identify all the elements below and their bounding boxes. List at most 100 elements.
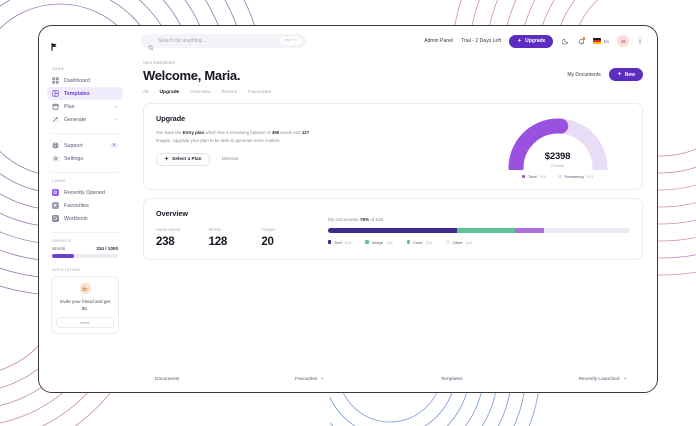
bar-segment-text [328, 227, 457, 233]
legend-value: 915 [344, 239, 352, 245]
tab-all[interactable]: All [143, 90, 149, 95]
tab-favourites[interactable]: Favourites [248, 90, 272, 95]
topbar: Search for anything... cmd + k Admin Pan… [131, 26, 657, 56]
invite-button[interactable]: Invite [56, 317, 114, 329]
upgrade-card-title: Upgrade [156, 114, 186, 123]
footer-bar: Documents Favourites Templates [143, 366, 643, 392]
language-selector[interactable]: En [593, 38, 609, 44]
theme-toggle-moon-icon[interactable] [561, 37, 569, 45]
new-button[interactable]: New [608, 68, 643, 81]
trial-status: Trial - 2 Days Left [461, 38, 502, 44]
stacked-bar [328, 227, 630, 233]
more-vertical-icon[interactable] [637, 37, 643, 45]
legend-swatch [406, 240, 411, 244]
footer-item-documents[interactable]: Documents [155, 377, 179, 382]
stat-images: Images 20 [261, 227, 314, 248]
sidebar-item-templates[interactable]: Templates [47, 87, 123, 100]
brand-logo[interactable] [47, 36, 123, 58]
documents-percent: 78% [359, 216, 370, 222]
legend-swatch [558, 174, 562, 179]
dismiss-button[interactable]: Dismiss [221, 157, 239, 163]
stat-label: Images [261, 227, 276, 232]
sidebar-section-label-links: LINKS [52, 179, 66, 183]
sidebar-section-links: LINKS Recently Opened Favourites [47, 179, 123, 225]
sidebar-item-support[interactable]: Support 3 [47, 139, 123, 152]
breadcrumb: User Dashboard [143, 60, 175, 65]
sidebar-section-label-credits: CREDITS [52, 239, 72, 243]
clock-icon [52, 189, 59, 196]
search-placeholder: Search for anything... [158, 38, 206, 44]
upgrade-card: Upgrade You have the Entry plan which ha… [143, 103, 643, 190]
gift-icon [79, 283, 91, 294]
search-shortcut-badge: cmd + k [280, 37, 301, 45]
upgrade-card-description: You have the Entry plan which has a rema… [156, 129, 324, 144]
legend-item-remaining: Remaining 201 [558, 174, 593, 179]
upgrade-card-left: Upgrade You have the Entry plan which ha… [156, 114, 469, 179]
legend-value: 201 [425, 239, 433, 245]
upgrade-plan-name: Entry plan [182, 130, 205, 135]
my-documents-link[interactable]: My Documents [567, 71, 601, 78]
admin-panel-link[interactable]: Admin Panel [424, 38, 454, 44]
footer-item-favourites[interactable]: Favourites [295, 376, 325, 383]
footer-item-label: Recently Launched [578, 376, 620, 382]
legend-item-text: Text 915 [328, 240, 351, 245]
sidebar-section-credits: CREDITS Words 334 / 1000 [47, 239, 123, 258]
page-header: User Dashboard Welcome, Maria. All Upgra… [131, 56, 657, 95]
select-a-plan-button[interactable]: Select a Plan [156, 153, 210, 167]
sidebar-item-label: Generate [64, 116, 87, 123]
sidebar-link-favourites[interactable]: Favourites [47, 199, 123, 212]
documents-caption-0: My Documents [328, 216, 360, 222]
sidebar-link-label: Recently Opened [64, 189, 105, 196]
sidebar-item-generate[interactable]: Generate [47, 113, 123, 126]
app-window: USER Dashboard [38, 25, 658, 393]
overview-stats: Hours Saved 238 Words 128 Images 20 [156, 227, 314, 248]
notifications-bell-icon[interactable] [577, 37, 586, 45]
upgrade-text-2: which has a remaining balance of [204, 130, 272, 135]
sidebar-item-settings[interactable]: Settings [47, 152, 123, 165]
select-a-plan-label: Select a Plan [172, 157, 202, 163]
avatar[interactable]: JS [617, 35, 629, 47]
legend-item-other: Other 612 [446, 240, 472, 245]
upgrade-button[interactable]: Upgrade [509, 34, 554, 48]
legend-label: Remaining [564, 174, 584, 179]
sparkle-icon [517, 37, 522, 45]
stat-value: 20 [261, 236, 274, 248]
magic-wand-icon [52, 116, 59, 123]
tab-recent[interactable]: Recent [221, 90, 238, 95]
layout-icon [52, 90, 59, 97]
tab-upgrade[interactable]: Upgrade [159, 90, 180, 95]
tab-bar: All Upgrade Overview Recent Favourites [143, 90, 567, 95]
legend-swatch [446, 240, 450, 244]
footer-item-templates[interactable]: Templates [441, 377, 463, 382]
book-icon [52, 215, 59, 222]
gauge-legend: Total 915 Remaining 201 [521, 174, 593, 179]
search-input[interactable]: Search for anything... cmd + k [141, 34, 306, 51]
support-badge: 3 [110, 142, 118, 149]
sidebar-divider-2 [51, 172, 119, 173]
page-header-left: User Dashboard Welcome, Maria. All Upgra… [143, 60, 567, 95]
sidebar: USER Dashboard [39, 26, 131, 392]
tab-overview[interactable]: Overview [190, 90, 211, 95]
documents-caption: My Documents 78% of 100. [328, 217, 630, 222]
legend-label: Image [371, 239, 383, 245]
stat-label: Words [208, 227, 221, 232]
legend-value: 612 [465, 239, 473, 245]
sidebar-item-label: Templates [64, 90, 90, 97]
legend-swatch [328, 240, 332, 244]
credits-value: 334 / 1000 [96, 246, 118, 251]
legend-value: 201 [586, 174, 594, 179]
sidebar-item-label: Dashboard [64, 77, 90, 84]
sidebar-item-label: Support [64, 142, 83, 149]
sidebar-link-workbook[interactable]: Workbook [47, 212, 123, 225]
sidebar-item-plan[interactable]: Plan [47, 100, 123, 113]
upgrade-text-4: words and [279, 130, 302, 135]
footer-item-recently-launched[interactable]: Recently Launched [578, 376, 627, 383]
sidebar-link-label: Workbook [64, 215, 88, 222]
sidebar-item-dashboard[interactable]: Dashboard [47, 74, 123, 87]
upgrade-words-remaining: 459 [271, 130, 280, 135]
stat-label: Hours Saved [156, 227, 181, 232]
sidebar-link-recently-opened[interactable]: Recently Opened [47, 186, 123, 199]
legend-label: Text [334, 239, 342, 245]
overview-card-title: Overview [156, 209, 188, 218]
